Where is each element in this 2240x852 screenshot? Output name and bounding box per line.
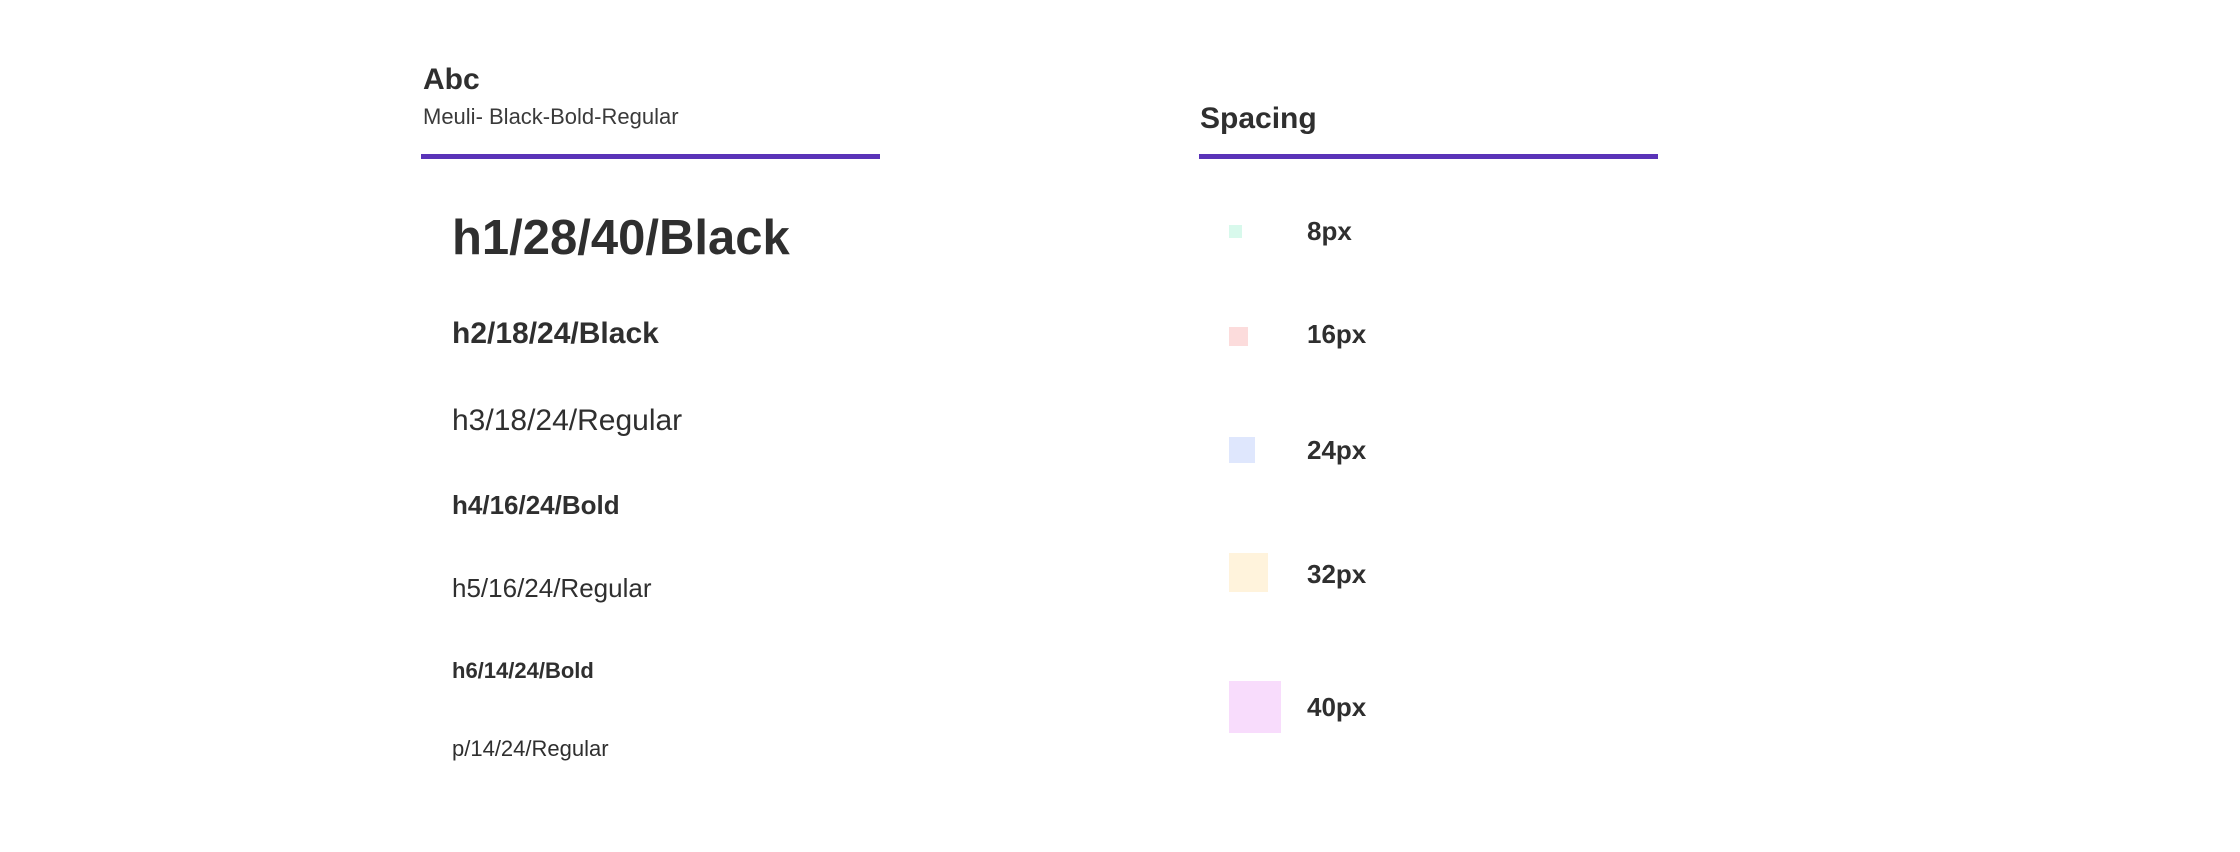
type-style-h3: h3/18/24/Regular: [452, 404, 683, 437]
spacing-label-40: 40px: [1307, 692, 1367, 722]
spacing-swatch-32: [1229, 553, 1268, 592]
typography-sample-title: Abc: [423, 63, 480, 96]
spacing-divider: [1199, 154, 1658, 159]
spacing-label-16: 16px: [1307, 319, 1367, 349]
typography-font-names: Meuli- Black-Bold-Regular: [423, 104, 679, 129]
type-style-h5: h5/16/24/Regular: [452, 573, 652, 603]
type-style-h1: h1/28/40/Black: [452, 211, 790, 265]
type-style-paragraph: p/14/24/Regular: [452, 736, 609, 761]
spacing-label-32: 32px: [1307, 559, 1367, 589]
spacing-label-24: 24px: [1307, 435, 1367, 465]
spacing-swatch-8: [1229, 225, 1242, 238]
type-style-h2: h2/18/24/Black: [452, 317, 659, 350]
spacing-title: Spacing: [1200, 102, 1317, 135]
typography-divider: [421, 154, 880, 159]
spacing-swatch-24: [1229, 437, 1255, 463]
type-style-h6: h6/14/24/Bold: [452, 658, 594, 683]
type-style-h4: h4/16/24/Bold: [452, 490, 620, 520]
spacing-swatch-40: [1229, 681, 1281, 733]
spacing-label-8: 8px: [1307, 216, 1352, 246]
spacing-swatch-16: [1229, 327, 1248, 346]
